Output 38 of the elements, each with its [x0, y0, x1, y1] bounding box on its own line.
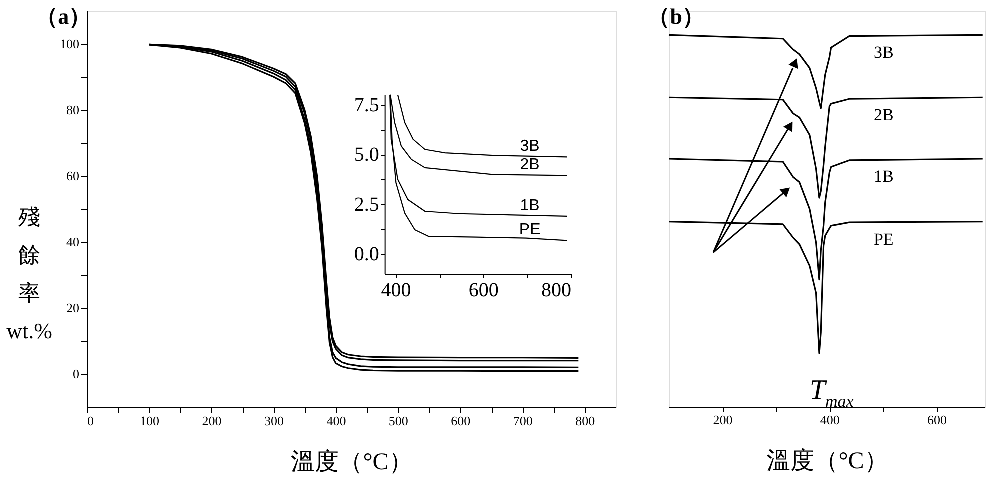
chart-title: （a）	[36, 4, 92, 29]
x-tick-label: 400	[381, 279, 412, 302]
series-label: 3B	[874, 43, 894, 62]
series-label: PE	[519, 222, 541, 239]
x-tick-label: 0	[88, 414, 94, 428]
series-label: 1B	[874, 166, 894, 186]
x-tick-label: 200	[202, 414, 222, 428]
x-tick-label: 200	[713, 412, 733, 428]
series-label: 2B	[520, 156, 540, 174]
y-tick-label: 80	[66, 102, 80, 118]
x-axis-title: 溫度（°C）	[766, 448, 888, 474]
y-tick-label: 40	[66, 234, 80, 250]
y-tick-label: 100	[60, 36, 80, 52]
x-tick-label: 600	[451, 414, 471, 428]
y-tick-label: 60	[66, 168, 80, 184]
y-tick-label: 0	[73, 366, 80, 382]
x-tick-label: 100	[140, 414, 160, 428]
y-tick-label: 5.0	[354, 144, 380, 166]
y-axis-title: 殘餘率 wt.%	[6, 204, 52, 344]
x-tick-label: 800	[576, 414, 596, 428]
x-tick-label: 600	[468, 279, 499, 302]
chart-title: （b）	[648, 4, 704, 29]
x-tick-label: 700	[513, 414, 533, 428]
y-tick-label: 2.5	[354, 194, 380, 216]
series-label: PE	[874, 230, 894, 249]
x-tick-label: 500	[388, 414, 408, 428]
x-tick-label: 800	[542, 279, 572, 302]
x-tick-label: 300	[264, 414, 284, 428]
series-label: 2B	[874, 106, 894, 125]
series-label: 3B	[520, 138, 540, 156]
series-label: 1B	[520, 197, 540, 214]
x-axis-title: 溫度（°C）	[291, 448, 413, 476]
x-tick-label: 400	[820, 412, 840, 428]
y-tick-label: 7.5	[354, 94, 380, 116]
y-tick-label: 0.0	[354, 244, 380, 266]
y-tick-label: 20	[66, 300, 80, 316]
x-tick-label: 600	[928, 412, 948, 428]
x-tick-label: 400	[326, 414, 346, 428]
